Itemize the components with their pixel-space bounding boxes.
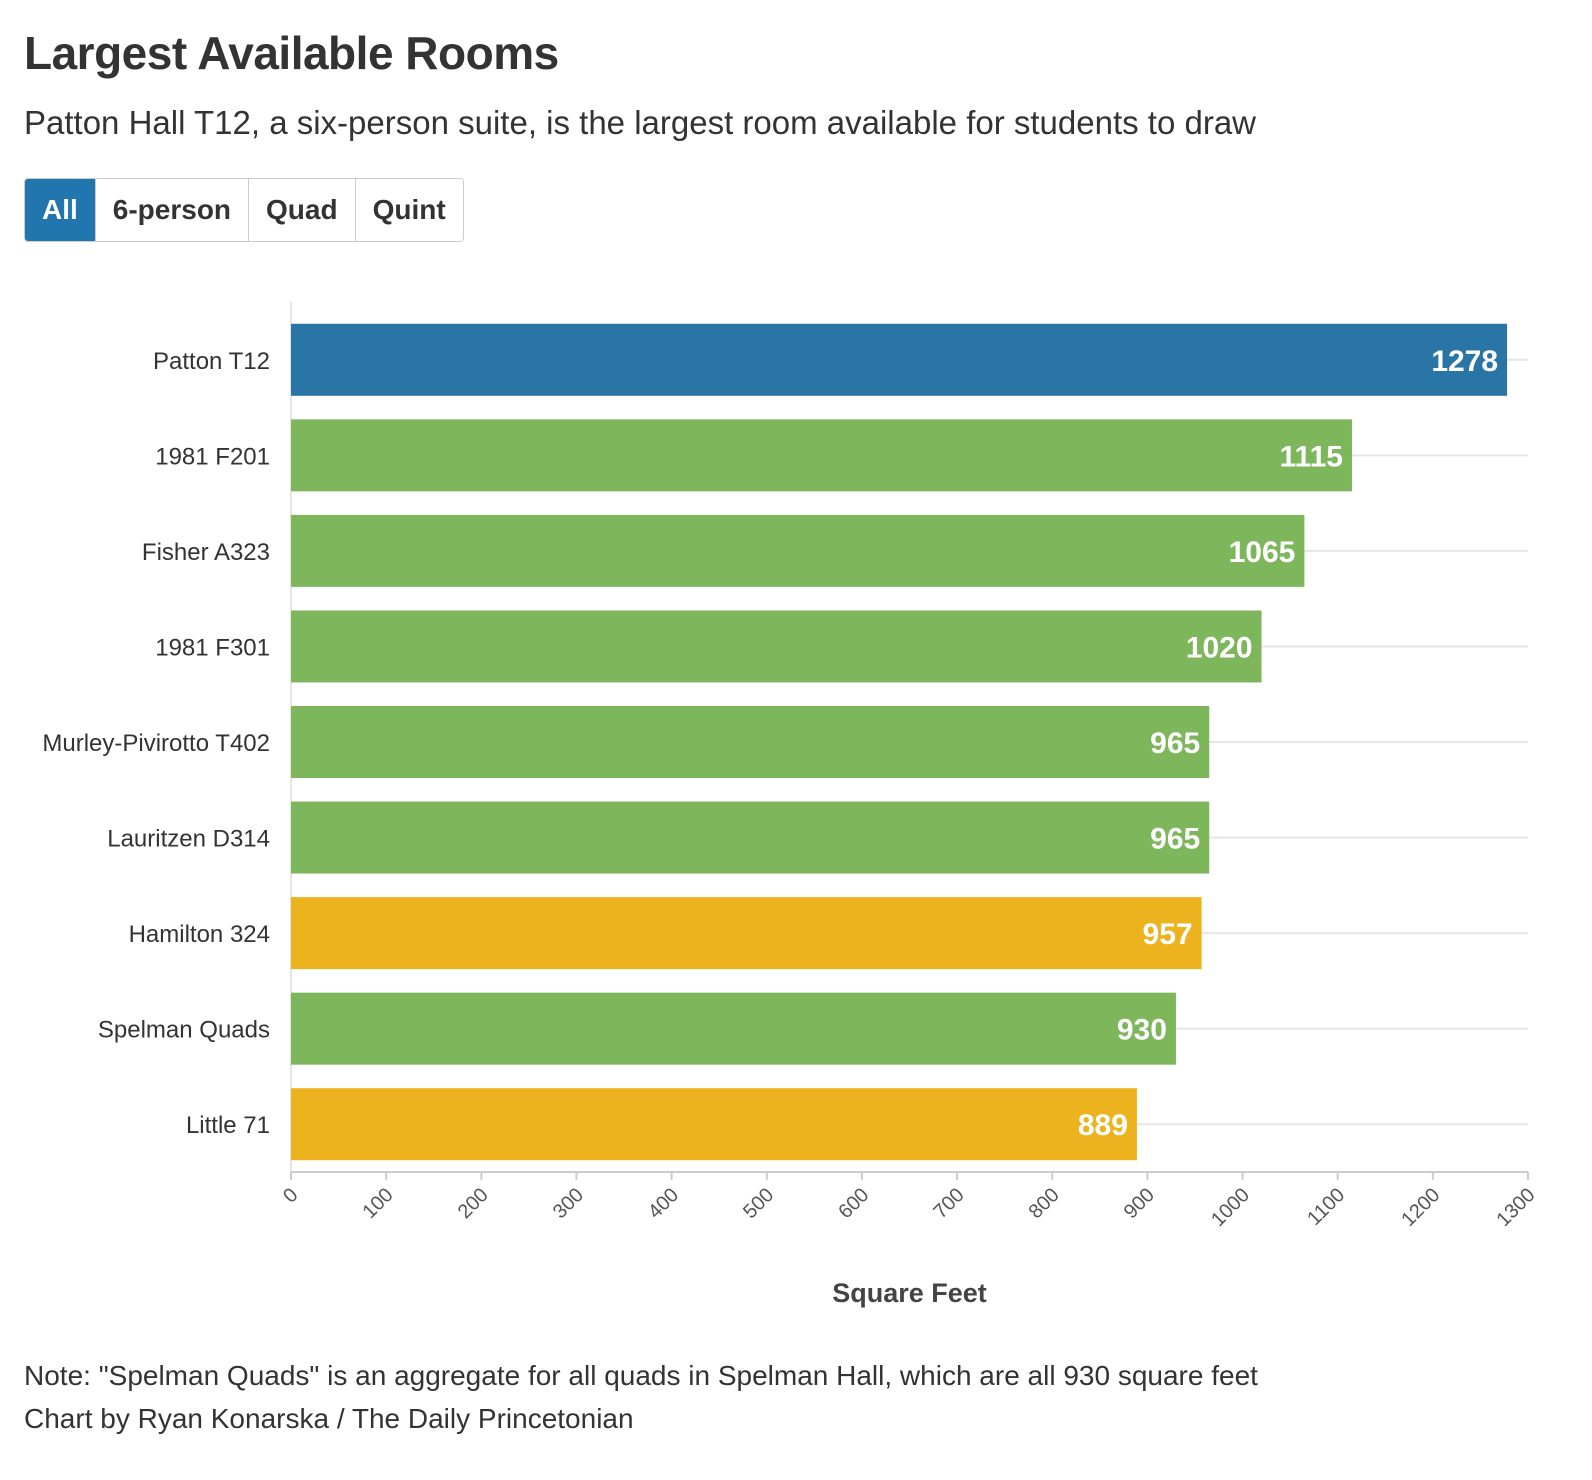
- x-tick-label: 200: [454, 1184, 493, 1223]
- bar-value-label: 957: [1143, 918, 1193, 951]
- x-tick-label: 0: [279, 1184, 302, 1207]
- bar: [291, 1088, 1137, 1161]
- category-label: 1981 F301: [155, 634, 270, 661]
- bar-value-label: 1278: [1431, 345, 1498, 378]
- x-tick-label: 400: [644, 1184, 683, 1223]
- bar: [291, 610, 1262, 683]
- x-tick-label: 1300: [1493, 1184, 1540, 1231]
- x-tick-label: 1000: [1207, 1184, 1254, 1231]
- x-axis-title: Square Feet: [832, 1278, 987, 1308]
- x-tick-label: 1100: [1303, 1184, 1349, 1230]
- bar: [291, 801, 1210, 874]
- category-label: 1981 F201: [155, 443, 270, 470]
- category-label: Fisher A323: [142, 539, 270, 566]
- x-tick-label: 300: [549, 1184, 588, 1223]
- x-tick-label: 600: [834, 1184, 873, 1223]
- category-label: Little 71: [186, 1112, 270, 1139]
- filter-quad-button[interactable]: Quad: [249, 179, 356, 241]
- chart-title: Largest Available Rooms: [24, 27, 559, 79]
- x-tick-label: 500: [739, 1184, 778, 1223]
- category-label: Spelman Quads: [98, 1017, 270, 1044]
- chart-subtitle: Patton Hall T12, a six-person suite, is …: [24, 104, 1257, 141]
- chart-credit: Chart by Ryan Konarska / The Daily Princ…: [24, 1403, 634, 1434]
- category-label: Lauritzen D314: [107, 826, 270, 853]
- x-tick-label: 800: [1025, 1184, 1064, 1223]
- bar: [291, 514, 1305, 587]
- filter-button-group: All 6-person Quad Quint: [24, 178, 464, 242]
- bar-chart: 1278 Patton T12 1115 1981 F201 1065 Fisher A3…: [42, 302, 1540, 1308]
- x-tick-label: 900: [1120, 1184, 1159, 1223]
- filter-quint-button[interactable]: Quint: [355, 179, 463, 241]
- x-tick-label: 1200: [1397, 1184, 1444, 1231]
- chart-note: Note: "Spelman Quads" is an aggregate fo…: [24, 1360, 1258, 1391]
- x-tick-label: 100: [359, 1184, 398, 1223]
- bar: [291, 323, 1508, 396]
- category-label: Hamilton 324: [129, 921, 270, 948]
- bar-value-label: 889: [1078, 1109, 1128, 1142]
- x-tick-label: 700: [929, 1184, 968, 1223]
- category-label: Patton T12: [153, 348, 270, 375]
- bar-value-label: 1020: [1186, 631, 1253, 664]
- bar-value-label: 930: [1117, 1014, 1167, 1047]
- filter-all-button[interactable]: All: [25, 179, 96, 241]
- bar-value-label: 1115: [1280, 440, 1343, 473]
- bar-value-label: 965: [1150, 727, 1200, 760]
- bar-value-label: 1065: [1229, 536, 1296, 569]
- bar: [291, 992, 1176, 1065]
- bar: [291, 419, 1352, 492]
- bar: [291, 706, 1210, 778]
- category-label: Murley-Pivirotto T402: [42, 730, 270, 757]
- bar-value-label: 965: [1150, 823, 1200, 856]
- bar: [291, 897, 1202, 970]
- filter-6-person-button[interactable]: 6-person: [95, 179, 250, 241]
